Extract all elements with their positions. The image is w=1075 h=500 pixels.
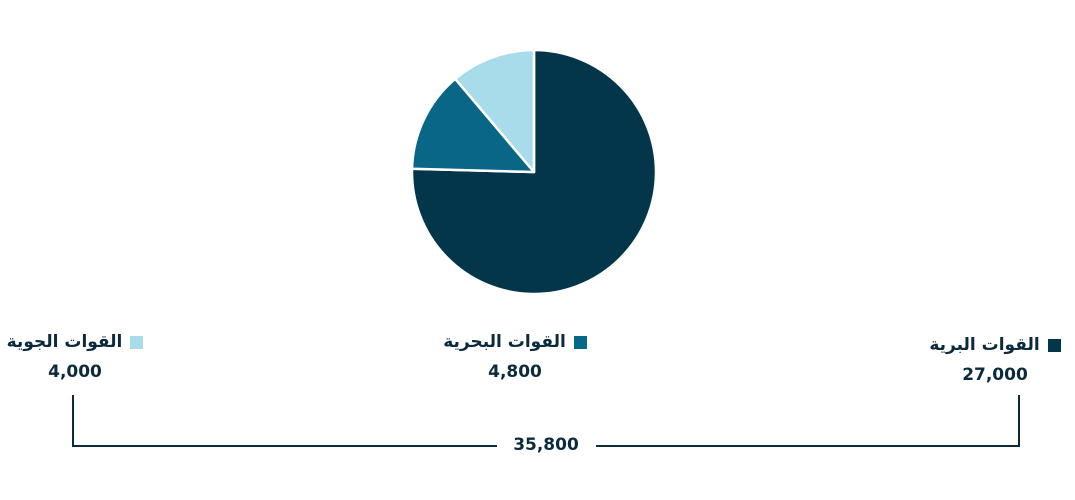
legend-swatch-land-forces bbox=[1047, 338, 1061, 352]
legend-swatch-air-forces bbox=[130, 335, 144, 349]
legend-value-naval-forces: 4,800 bbox=[488, 362, 542, 382]
pie-slice-naval-forces bbox=[410, 77, 536, 174]
legend-item-air-forces: القوات الجوية 4,000 bbox=[0, 332, 160, 382]
legend-value-land-forces: 27,000 bbox=[962, 365, 1028, 385]
legend-label-land-forces: القوات البرية bbox=[929, 335, 1040, 355]
legend-value-air-forces: 4,000 bbox=[48, 362, 102, 382]
pie-slice-air-forces bbox=[453, 48, 536, 174]
legend-label-air-forces: القوات الجوية bbox=[6, 332, 123, 352]
legend-swatch-naval-forces bbox=[573, 335, 587, 349]
legend-item-land-forces: القوات البرية 27,000 bbox=[910, 335, 1075, 385]
total-value: 35,800 bbox=[513, 435, 579, 455]
legend-item-naval-forces: القوات البحرية 4,800 bbox=[430, 332, 600, 382]
legend-label-naval-forces: القوات البحرية bbox=[443, 332, 566, 352]
